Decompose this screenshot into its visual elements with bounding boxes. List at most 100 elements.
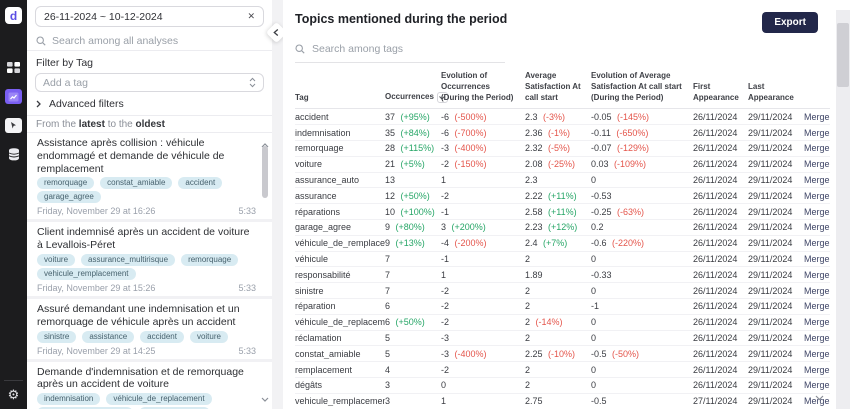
tag-pill[interactable]: constat_amiable	[100, 177, 173, 190]
page-scrollbar-thumb[interactable]	[837, 23, 849, 87]
analyses-search-placeholder: Search among all analyses	[52, 34, 179, 47]
delta-value: (-63%)	[617, 206, 645, 217]
analysis-tags: remorquage constat_amiable accident garage_…	[37, 177, 256, 204]
tag-pill[interactable]: vehicule_remplacement	[37, 267, 136, 280]
merge-link[interactable]: Merge	[804, 348, 830, 359]
merge-link[interactable]: Merge	[804, 269, 830, 280]
last-appearance-cell: 29/11/2024	[748, 190, 793, 201]
merge-link[interactable]: Merge	[804, 317, 830, 328]
scroll-down-icon[interactable]	[261, 389, 269, 407]
advanced-filters-toggle[interactable]: Advanced filters	[36, 98, 263, 110]
average-satisfaction-cell: 2.4 (+7%)	[525, 238, 568, 249]
table-row: réparations 10 (+100%) -1 2.58 (+11%) -0…	[295, 204, 830, 220]
sort-order-toggle[interactable]: From the latest to the oldest	[27, 116, 272, 133]
last-appearance-cell: 29/11/2024	[748, 159, 793, 170]
evolution-average-satisfaction-cell: 0	[591, 253, 597, 264]
evolution-average-satisfaction-cell: 0	[591, 285, 597, 296]
tag-pill[interactable]: voiture	[37, 253, 76, 266]
analysis-list-item[interactable]: Assuré demandant une indemnisation et un…	[27, 298, 272, 362]
col-occurrences: Occurrences	[385, 92, 448, 104]
tag-pill[interactable]: assurance_multirisque	[81, 253, 176, 266]
tag-pill[interactable]: voiture	[189, 330, 228, 343]
evolution-occurrences-cell: -2	[441, 190, 450, 201]
tag-pill[interactable]: assistance	[82, 330, 135, 343]
evolution-average-satisfaction-cell: -0.5	[591, 396, 607, 407]
first-appearance-cell: 26/11/2024	[693, 143, 738, 154]
merge-link[interactable]: Merge	[804, 332, 830, 343]
tag-pill[interactable]: garage_agree	[37, 191, 101, 204]
occurrences-cell: 3	[385, 396, 391, 407]
merge-link[interactable]: Merge	[804, 159, 830, 170]
analytics-icon[interactable]	[5, 89, 22, 104]
analysis-list-item[interactable]: Assistance après collision : véhicule en…	[27, 133, 272, 223]
pointer-icon[interactable]	[5, 118, 22, 133]
tag-pill[interactable]: indemnisation	[37, 393, 101, 406]
first-appearance-cell: 26/11/2024	[693, 380, 738, 391]
merge-link[interactable]: Merge	[804, 206, 830, 217]
merge-link[interactable]: Merge	[804, 127, 830, 138]
delta-value: (+7%)	[543, 238, 568, 249]
add-tag-select[interactable]: Add a tag	[35, 73, 264, 92]
merge-link[interactable]: Merge	[804, 396, 830, 407]
table-scroll-down-icon[interactable]	[815, 388, 824, 406]
collapse-panel-handle[interactable]	[265, 21, 288, 44]
merge-link[interactable]: Merge	[804, 222, 830, 233]
database-icon[interactable]	[5, 147, 22, 162]
tag-pill[interactable]: remorquage	[181, 253, 239, 266]
average-satisfaction-cell: 2 (-14%)	[525, 317, 563, 328]
analysis-list-item[interactable]: Demande d'indemnisation et de remorquage…	[27, 361, 272, 409]
gear-icon[interactable]: ⚙	[7, 387, 20, 402]
merge-link[interactable]: Merge	[804, 253, 830, 264]
tag-pill[interactable]: accident	[140, 330, 184, 343]
occurrences-cell: 28 (+115%)	[385, 143, 435, 154]
table-body: accident 37 (+95%) -6 (-500%) 2.3 (-3%) …	[295, 109, 830, 409]
delta-value: (-5%)	[548, 143, 571, 154]
tag-cell: sinistre	[295, 285, 324, 296]
dashboard-icon[interactable]	[5, 60, 22, 75]
export-button[interactable]: Export	[762, 12, 818, 33]
average-satisfaction-cell: 1.89	[525, 269, 543, 280]
table-row: garage_agree 9 (+80%) 3 (+200%) 2.23 (+1…	[295, 220, 830, 236]
rail-divider	[4, 380, 23, 381]
col-tag: Tag	[295, 92, 309, 102]
tags-search-input[interactable]: Search among tags	[295, 43, 505, 63]
tag-cell: réparations	[295, 206, 341, 217]
merge-link[interactable]: Merge	[804, 143, 830, 154]
tag-pill[interactable]: véhicule_de_replacement	[106, 393, 212, 406]
tag-pill[interactable]: remorquage	[37, 177, 95, 190]
topics-header: Topics mentioned during the period Expor…	[283, 0, 836, 33]
icon-rail: d	[0, 0, 27, 409]
merge-link[interactable]: Merge	[804, 380, 830, 391]
search-icon	[295, 44, 305, 54]
merge-link[interactable]: Merge	[804, 238, 830, 249]
merge-link[interactable]: Merge	[804, 285, 830, 296]
table-row: remplacement 4 -2 2 0 26/11/2024 29/11/2…	[295, 362, 830, 378]
first-appearance-cell: 26/11/2024	[693, 364, 738, 375]
app-logo[interactable]: d	[5, 7, 22, 24]
occurrences-cell: 5	[385, 348, 391, 359]
analysis-title: Assuré demandant une indemnisation et un…	[37, 302, 240, 328]
merge-link[interactable]: Merge	[804, 364, 830, 375]
evolution-occurrences-cell: 1	[441, 174, 447, 185]
page-scrollbar-track[interactable]	[836, 10, 850, 409]
last-appearance-cell: 29/11/2024	[748, 348, 793, 359]
col-last-appearance: Last Appearance	[748, 81, 794, 102]
tag-cell: assurance	[295, 190, 337, 201]
close-icon[interactable]: ✕	[247, 11, 255, 21]
merge-link[interactable]: Merge	[804, 301, 830, 312]
analysis-list-item[interactable]: Client indemnisé après un accident de vo…	[27, 222, 272, 299]
tag-pill[interactable]: accident	[178, 177, 223, 190]
evolution-occurrences-cell: -2	[441, 285, 450, 296]
list-scrollbar-thumb[interactable]	[262, 146, 268, 198]
merge-link[interactable]: Merge	[804, 111, 830, 122]
delta-value: (+115%)	[400, 143, 435, 154]
analysis-title: Client indemnisé après un accident de vo…	[37, 226, 250, 252]
table-row: remorquage 28 (+115%) -3 (-400%) 2.32 (-…	[295, 141, 830, 157]
table-row: vehicule_remplacement 3 1 2.75 -0.5 27/1…	[295, 394, 830, 409]
sort-occurrences-button[interactable]	[436, 92, 448, 104]
merge-link[interactable]: Merge	[804, 190, 830, 201]
tag-pill[interactable]: sinistre	[37, 330, 77, 343]
analyses-search-input[interactable]: Search among all analyses	[27, 31, 272, 51]
date-range-filter[interactable]: 26-11-2024 ~ 10-12-2024 ✕	[35, 6, 264, 27]
merge-link[interactable]: Merge	[804, 174, 830, 185]
